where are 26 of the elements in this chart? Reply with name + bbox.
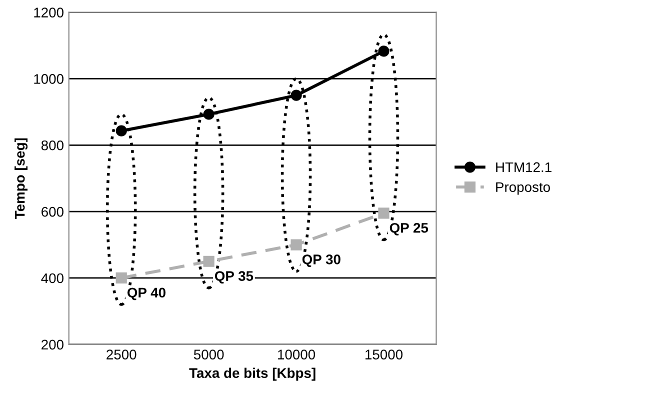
point	[290, 90, 302, 101]
point	[290, 239, 302, 250]
x-tick-label: 15000	[366, 350, 403, 360]
point	[116, 272, 127, 284]
legend-label: Proposto	[496, 182, 550, 195]
x-tick-label: 2500	[106, 350, 136, 360]
annotation: QP 40	[127, 288, 166, 300]
y-tick-label: 800	[41, 140, 64, 150]
annotation: QP 30	[302, 254, 340, 267]
point	[378, 46, 390, 57]
y-tick-label: 200	[42, 340, 64, 350]
point	[203, 108, 214, 120]
x-tick-label: 5000	[194, 350, 224, 360]
point	[378, 208, 390, 219]
x-tick-label: 10000	[278, 350, 316, 360]
point	[116, 125, 127, 136]
legend-label: HTM12.1	[496, 162, 552, 172]
y-axis-title: Tempo [seg]	[14, 138, 28, 219]
y-tick-label: 400	[41, 273, 64, 284]
y-tick-label: 1000	[34, 74, 64, 84]
y-tick-label: 1200	[34, 8, 64, 18]
annotation: QP 35	[214, 271, 254, 284]
y-tick-label: 600	[42, 206, 64, 217]
annotation: QP 25	[390, 222, 428, 236]
point	[203, 256, 214, 267]
x-axis-title: Taxa de bits [Kbps]	[189, 368, 316, 381]
